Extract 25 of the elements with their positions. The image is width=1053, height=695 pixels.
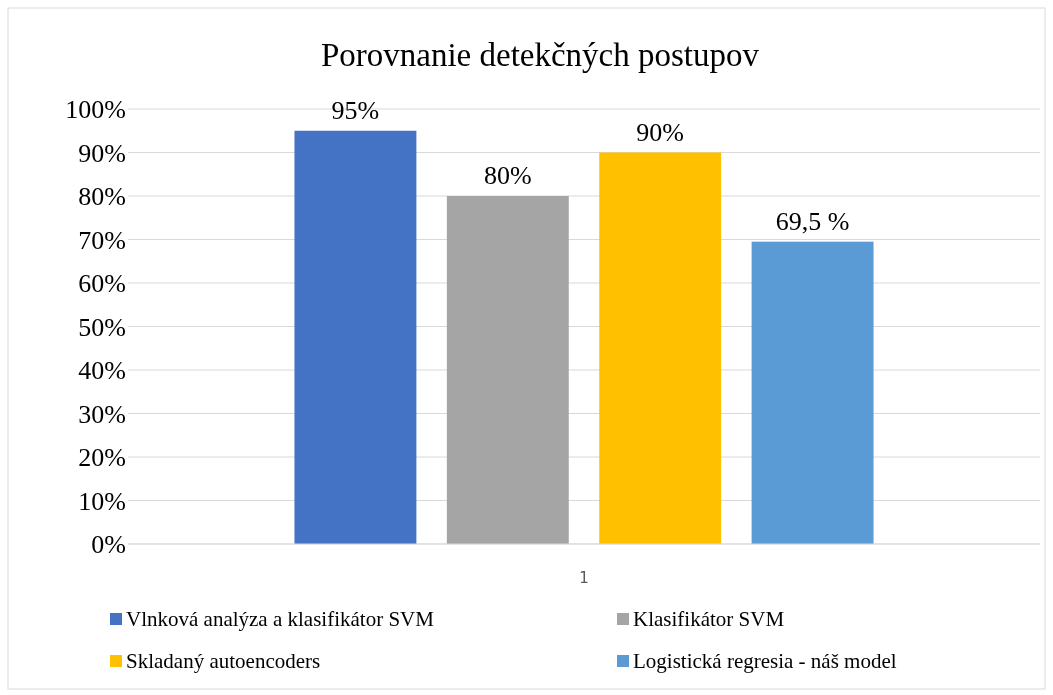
y-tick-label: 80% — [78, 182, 126, 212]
y-tick-label: 40% — [78, 356, 126, 386]
y-tick-label: 0% — [91, 530, 126, 560]
y-tick-label: 20% — [78, 443, 126, 473]
bar — [751, 241, 874, 544]
x-tick-label: 1 — [579, 569, 589, 587]
data-label: 80% — [483, 161, 532, 190]
legend-label: Skladaný autoencoders — [126, 649, 321, 674]
legend-label: Logistická regresia - náš model — [633, 649, 897, 674]
bar — [294, 130, 417, 544]
bar — [599, 152, 722, 544]
data-label: 90% — [636, 117, 685, 147]
chart-title: Porovnanie detekčných postupov — [320, 37, 760, 73]
data-label: 69,5 % — [775, 206, 850, 236]
y-tick-label: 90% — [78, 138, 126, 168]
legend-label: Klasifikátor SVM — [633, 607, 785, 632]
y-tick-label: 30% — [78, 399, 126, 429]
bar — [446, 196, 569, 544]
y-tick-label: 60% — [78, 269, 126, 299]
y-tick-label: 10% — [78, 486, 126, 516]
legend-label: Vlnková analýza a klasifikátor SVM — [126, 607, 435, 632]
y-tick-label: 100% — [65, 95, 126, 125]
data-label: 95% — [331, 95, 380, 125]
y-tick-label: 50% — [78, 312, 126, 342]
y-tick-label: 70% — [78, 225, 126, 255]
